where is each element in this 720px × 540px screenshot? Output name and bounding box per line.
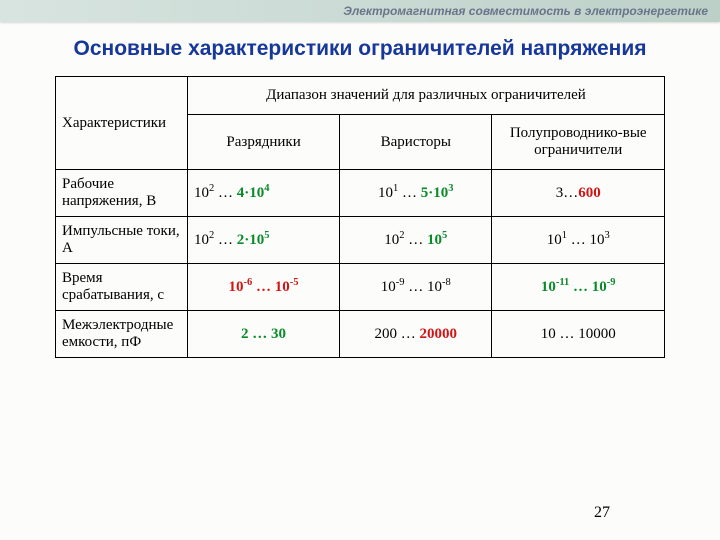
cell-col1: 10-6 … 10-5 xyxy=(187,264,339,311)
table-row: Импульсные токи, А102 … 2·105102 … 10510… xyxy=(56,217,665,264)
row-header-title: Характеристики xyxy=(56,77,188,170)
row-label: Импульсные токи, А xyxy=(56,217,188,264)
sub-header-0: Разрядники xyxy=(187,115,339,170)
row-label: Время срабатывания, с xyxy=(56,264,188,311)
table-row: Рабочие напряжения, В102 … 4·104101 … 5·… xyxy=(56,170,665,217)
page-number: 27 xyxy=(594,504,610,522)
cell-col3: 3…600 xyxy=(492,170,665,217)
header-text: Электромагнитная совместимость в электро… xyxy=(343,4,708,18)
cell-col2: 101 … 5·103 xyxy=(340,170,492,217)
sub-header-2: Полупроводнико-вые ограничители xyxy=(492,115,665,170)
characteristics-table: Характеристики Диапазон значений для раз… xyxy=(55,76,665,358)
row-label: Межэлектродные емкости, пФ xyxy=(56,311,188,358)
header-bar: Электромагнитная совместимость в электро… xyxy=(0,0,720,22)
cell-col2: 10-9 … 10-8 xyxy=(340,264,492,311)
group-header: Диапазон значений для различных ограничи… xyxy=(187,77,664,115)
cell-col3: 10-11 … 10-9 xyxy=(492,264,665,311)
cell-col1: 102 … 4·104 xyxy=(187,170,339,217)
row-label: Рабочие напряжения, В xyxy=(56,170,188,217)
cell-col3: 101 … 103 xyxy=(492,217,665,264)
cell-col2: 200 … 20000 xyxy=(340,311,492,358)
cell-col1: 102 … 2·105 xyxy=(187,217,339,264)
cell-col3: 10 … 10000 xyxy=(492,311,665,358)
table-row: Время срабатывания, с10-6 … 10-510-9 … 1… xyxy=(56,264,665,311)
sub-header-1: Варисторы xyxy=(340,115,492,170)
table-header-row-1: Характеристики Диапазон значений для раз… xyxy=(56,77,665,115)
page-title: Основные характеристики ограничителей на… xyxy=(60,36,660,62)
table-row: Межэлектродные емкости, пФ2 … 30200 … 20… xyxy=(56,311,665,358)
cell-col1: 2 … 30 xyxy=(187,311,339,358)
cell-col2: 102 … 105 xyxy=(340,217,492,264)
characteristics-table-wrap: Характеристики Диапазон значений для раз… xyxy=(55,76,665,358)
table-body: Рабочие напряжения, В102 … 4·104101 … 5·… xyxy=(56,170,665,358)
